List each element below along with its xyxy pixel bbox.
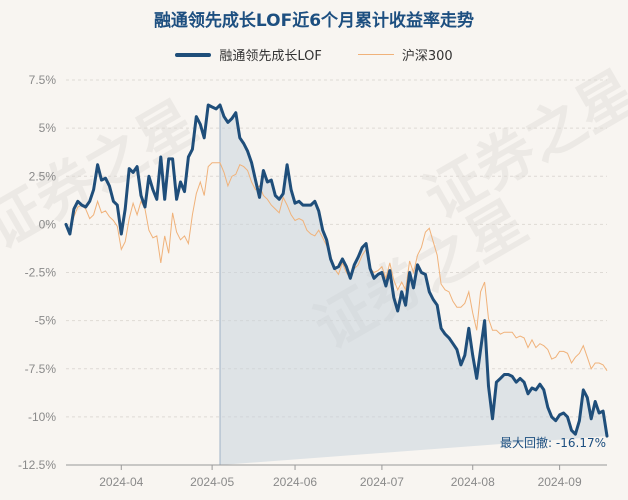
x-tick-label: 2024-05 (190, 475, 234, 489)
chart-legend: 融通领先成长LOF 沪深300 (0, 45, 628, 64)
legend-swatch-index (357, 54, 394, 55)
legend-label-index: 沪深300 (401, 49, 453, 64)
x-tick-label: 2024-07 (360, 475, 404, 489)
x-tick-label: 2024-06 (273, 475, 317, 489)
y-tick-label: 2.5% (29, 169, 57, 183)
legend-item-index[interactable]: 沪深300 (357, 45, 453, 64)
x-tick-label: 2024-04 (99, 475, 143, 489)
y-tick-label: -2.5% (25, 266, 57, 280)
chart-title: 融通领先成长LOF近6个月累计收益率走势 (153, 11, 475, 31)
legend-swatch-fund (175, 52, 212, 57)
y-tick-label: -12.5% (18, 458, 56, 472)
y-axis: 7.5% 5% 2.5% 0% -2.5% -5% -7.5% -10% -12.5% (18, 73, 56, 472)
watermark-text: 证券之星 (413, 57, 628, 232)
max-drawdown-area (220, 105, 607, 465)
y-tick-label: 7.5% (29, 73, 57, 87)
y-tick-label: 5% (39, 121, 57, 135)
legend-item-fund[interactable]: 融通领先成长LOF (175, 45, 322, 64)
legend-label-fund: 融通领先成长LOF (219, 49, 322, 64)
x-tick-label: 2024-08 (451, 475, 495, 489)
x-axis: 2024-04 2024-05 2024-06 2024-07 2024-08 2024-… (66, 464, 607, 489)
max-drawdown-label: 最大回撤: -16.17% (500, 435, 606, 450)
y-tick-label: 0% (39, 217, 57, 231)
index-line (65, 162, 608, 371)
x-tick-label: 2024-09 (538, 475, 582, 489)
y-tick-label: -10% (28, 410, 56, 424)
y-tick-label: -7.5% (25, 362, 57, 376)
fund-line (64, 103, 609, 438)
y-tick-label: -5% (35, 314, 57, 328)
